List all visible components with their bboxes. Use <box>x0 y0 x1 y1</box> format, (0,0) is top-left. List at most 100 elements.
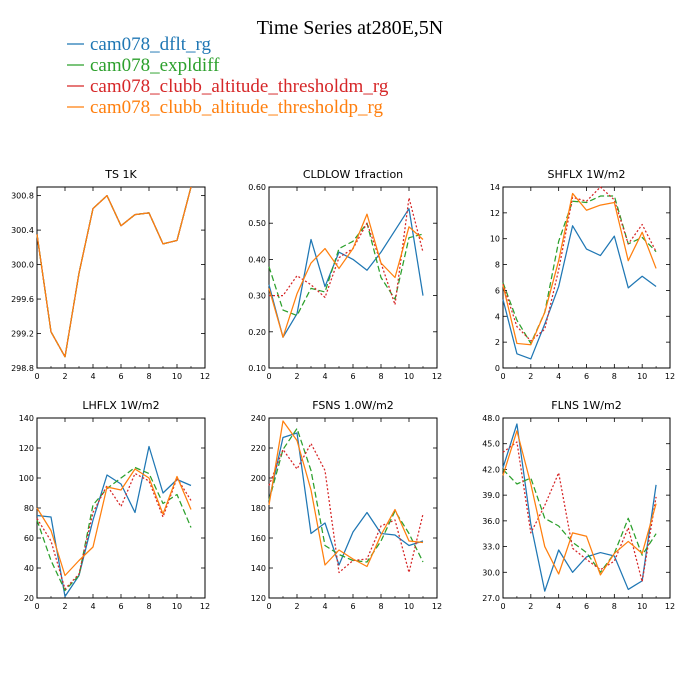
y-tick-label: 0.30 <box>248 292 266 301</box>
y-tick-label: 300.8 <box>11 192 34 201</box>
y-tick-label: 100 <box>19 474 34 483</box>
x-tick-label: 0 <box>500 602 505 611</box>
y-tick-label: 120 <box>251 594 266 603</box>
x-tick-label: 0 <box>500 372 505 381</box>
series-line-2 <box>36 186 192 358</box>
x-tick-label: 0 <box>34 602 39 611</box>
x-tick-label: 6 <box>118 602 123 611</box>
panels: TS 1K 0 2 4 6 8 10 12 298.8 299.2 299.6 300.0 300.4 3… <box>11 168 675 611</box>
y-tick-label: 6 <box>495 286 500 295</box>
series-line-4 <box>36 468 192 577</box>
x-tick-label: 4 <box>90 372 95 381</box>
series-line-4 <box>268 420 424 568</box>
y-tick-label: 140 <box>19 414 34 423</box>
legend-entry: cam078_clubb_altitude_thresholdm_rg <box>90 76 389 97</box>
legend: cam078_dflt_rgcam078_expldiffcam078_club… <box>67 34 389 118</box>
x-tick-label: 12 <box>665 602 675 611</box>
y-tick-label: 0.60 <box>248 183 266 192</box>
series-line-1 <box>268 208 424 338</box>
series-line-1 <box>502 225 657 360</box>
x-tick-label: 4 <box>556 602 561 611</box>
x-tick-label: 2 <box>528 372 533 381</box>
y-tick-label: 300.4 <box>11 226 34 235</box>
x-tick-label: 12 <box>665 372 675 381</box>
y-tick-label: 300.0 <box>11 261 34 270</box>
panel-title: FLNS 1W/m2 <box>551 399 621 412</box>
y-tick-label: 27.0 <box>482 594 500 603</box>
y-tick-label: 0.40 <box>248 255 266 264</box>
series-line-2 <box>268 222 424 317</box>
series-line-3 <box>269 197 424 306</box>
y-tick-label: 298.8 <box>11 364 34 373</box>
panel-fsns: FSNS 1.0W/m2 0 2 4 6 8 10 12 120 140 160 180 200 220 2… <box>251 399 442 611</box>
x-tick-label: 6 <box>584 372 589 381</box>
plot-frame <box>36 417 206 599</box>
series-line-4 <box>502 192 657 346</box>
plot-frame <box>36 186 206 369</box>
x-tick-label: 0 <box>266 602 271 611</box>
x-tick-label: 2 <box>528 602 533 611</box>
x-tick-label: 2 <box>294 602 299 611</box>
series-line-3 <box>36 472 192 590</box>
panel-title: FSNS 1.0W/m2 <box>312 399 394 412</box>
x-tick-label: 0 <box>266 372 271 381</box>
x-tick-label: 8 <box>146 602 151 611</box>
x-tick-label: 4 <box>322 602 327 611</box>
series-line-4 <box>36 186 192 358</box>
y-tick-label: 40 <box>24 564 34 573</box>
y-tick-label: 0.20 <box>248 328 266 337</box>
series-line-2 <box>36 466 192 592</box>
y-tick-label: 299.6 <box>11 295 34 304</box>
x-tick-label: 8 <box>612 372 617 381</box>
y-tick-label: 30.0 <box>482 568 500 577</box>
x-tick-label: 4 <box>322 372 327 381</box>
y-tick-label: 160 <box>251 534 266 543</box>
panel-ts: TS 1K 0 2 4 6 8 10 12 298.8 299.2 299.6 300.0 300.4 3… <box>11 168 210 381</box>
x-tick-label: 12 <box>200 602 210 611</box>
x-tick-label: 8 <box>612 602 617 611</box>
series-line-1 <box>268 432 424 566</box>
x-tick-label: 6 <box>350 602 355 611</box>
x-tick-label: 12 <box>432 372 442 381</box>
y-tick-label: 39.0 <box>482 491 500 500</box>
x-tick-label: 10 <box>637 372 647 381</box>
x-tick-label: 0 <box>34 372 39 381</box>
x-tick-label: 10 <box>404 602 414 611</box>
x-tick-label: 10 <box>404 372 414 381</box>
panel-lhflx: LHFLX 1W/m2 0 2 4 6 8 10 12 20 40 60 80 100 120 140 <box>19 399 210 611</box>
series-line-2 <box>502 468 657 573</box>
y-tick-label: 180 <box>251 504 266 513</box>
x-tick-label: 4 <box>556 372 561 381</box>
x-tick-label: 8 <box>378 602 383 611</box>
x-tick-label: 12 <box>200 372 210 381</box>
y-tick-label: 4 <box>495 312 500 321</box>
panel-flns: FLNS 1W/m2 0 2 4 6 8 10 12 27.0 30.0 33.0 36.0 39.0 4… <box>482 399 675 611</box>
series-line-1 <box>502 423 657 592</box>
y-tick-label: 299.2 <box>11 330 34 339</box>
panel-title: TS 1K <box>104 168 137 181</box>
x-tick-label: 10 <box>172 602 182 611</box>
y-tick-label: 60 <box>24 534 34 543</box>
x-tick-label: 10 <box>637 602 647 611</box>
y-tick-label: 80 <box>24 504 34 513</box>
x-tick-label: 6 <box>350 372 355 381</box>
y-tick-label: 14 <box>490 183 500 192</box>
y-tick-label: 48.0 <box>482 414 500 423</box>
y-tick-label: 220 <box>251 444 266 453</box>
y-tick-label: 20 <box>24 594 34 603</box>
series-line-2 <box>502 195 657 345</box>
panel-cldlow: CLDLOW 1fraction 0 2 4 6 8 10 12 0.10 0.20 0.30 0.4… <box>248 168 442 381</box>
x-tick-label: 12 <box>432 602 442 611</box>
y-tick-label: 0.50 <box>248 219 266 228</box>
y-tick-label: 10 <box>490 235 500 244</box>
y-tick-label: 33.0 <box>482 543 500 552</box>
series-line-4 <box>268 213 424 338</box>
series-line-1 <box>36 445 192 598</box>
x-tick-label: 8 <box>378 372 383 381</box>
legend-entry: cam078_expldiff <box>90 55 220 76</box>
panel-title: SHFLX 1W/m2 <box>547 168 625 181</box>
series-line-3 <box>268 442 424 574</box>
series-line-4 <box>502 430 657 576</box>
y-tick-label: 2 <box>495 338 500 347</box>
